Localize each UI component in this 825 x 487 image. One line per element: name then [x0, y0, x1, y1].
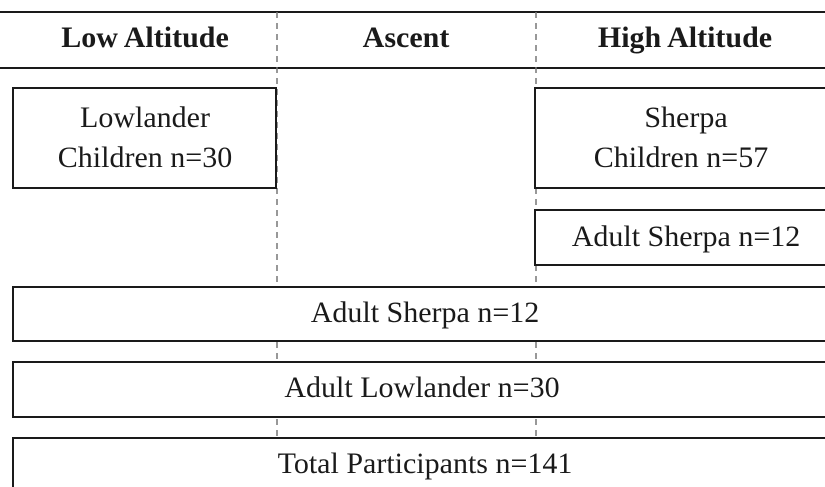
column-header: High Altitude: [598, 21, 772, 54]
box-label: Total Participants n=141: [278, 447, 573, 480]
group-box: [12, 286, 825, 342]
group-box: [12, 361, 825, 418]
box-label: Adult Sherpa n=12: [311, 296, 540, 329]
column-header: Ascent: [363, 21, 450, 54]
box-label: Adult Lowlander n=30: [284, 371, 559, 404]
group-box: [534, 87, 825, 189]
group-box: [12, 437, 825, 487]
box-label: Children n=57: [594, 141, 768, 174]
box-label: Sherpa: [644, 101, 727, 134]
box-label: Children n=30: [58, 141, 232, 174]
group-box: [12, 87, 277, 189]
box-label: Lowlander: [80, 101, 210, 134]
group-box: [534, 209, 825, 266]
column-header: Low Altitude: [61, 21, 229, 54]
box-label: Adult Sherpa n=12: [572, 220, 801, 253]
